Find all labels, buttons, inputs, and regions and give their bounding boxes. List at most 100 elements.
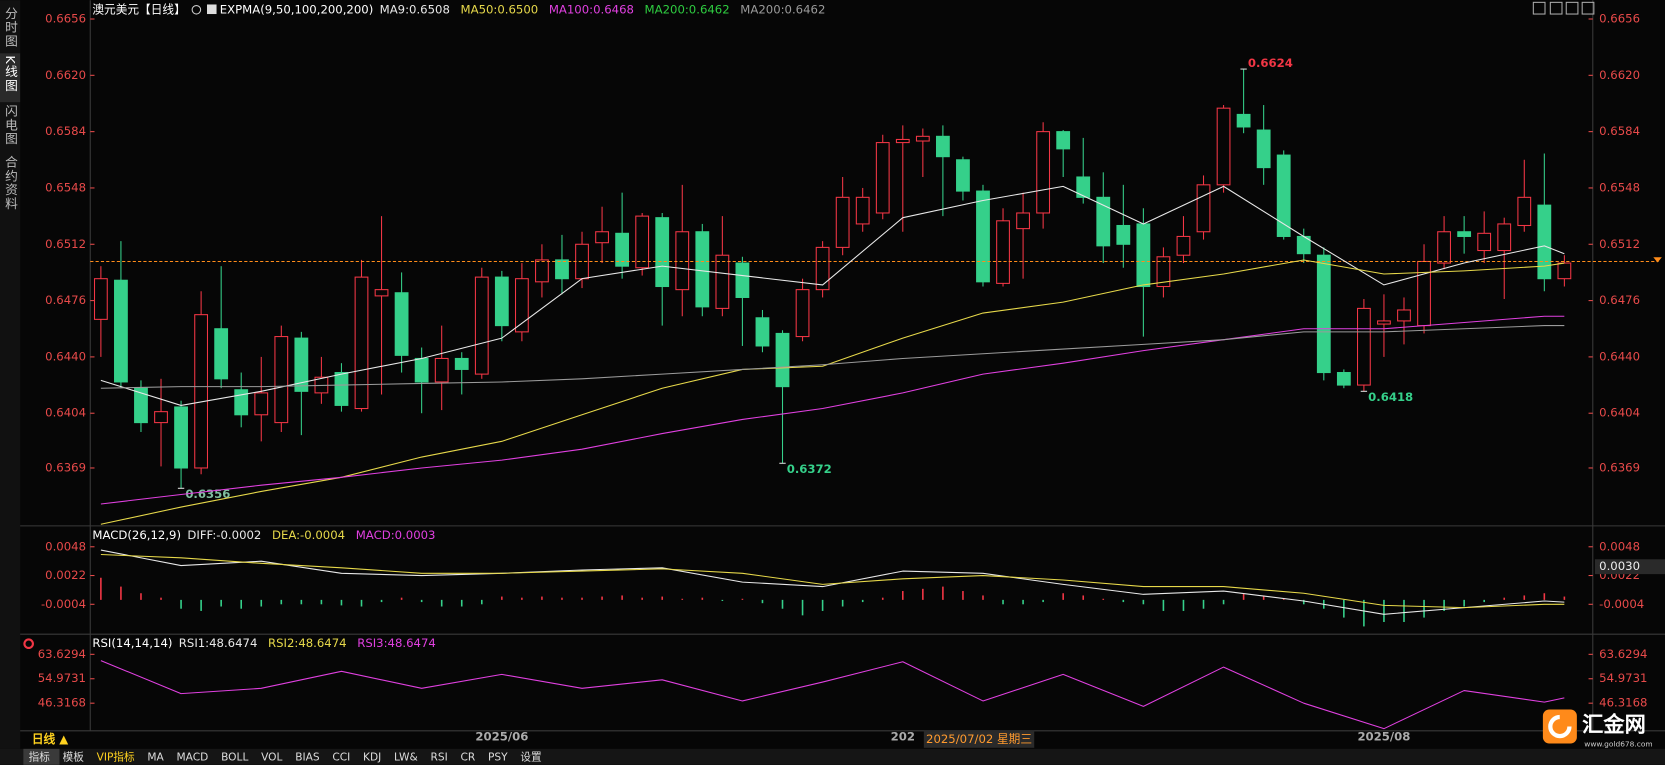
candle-body [434,357,449,383]
indicator-line [100,259,1565,525]
candle-body [294,337,309,392]
candle-body [514,278,529,333]
button[interactable] [1549,1,1563,15]
tab-contract[interactable]: 合约资料 [2,155,17,210]
y2-tick-label: 0.6584 [1599,124,1640,138]
indicator-line [100,549,1565,615]
legend-entry: MA200:0.6462 [645,2,730,16]
y-tick-label: 63.6294 [38,647,86,661]
candle-body [1497,223,1512,252]
y2-tick-label: 0.6620 [1599,68,1640,82]
candle-body [114,279,128,383]
toolbar-tab[interactable]: VOL [261,750,282,763]
toolbar [0,748,1665,765]
candle-body [234,389,249,416]
indicator-icon[interactable] [206,4,217,15]
toolbar-tab[interactable]: CCI [332,750,350,763]
button[interactable] [1565,1,1579,15]
indicator-line [100,553,1565,609]
candle-body [414,357,429,383]
tab-kline[interactable]: K线图 [2,55,17,92]
toolbar-tab[interactable]: 指标 [29,750,51,763]
indicator-line [100,315,1565,505]
toolbar-tab[interactable]: BIAS [295,750,320,763]
symbol-icon[interactable] [191,5,202,15]
toolbar-tab[interactable]: LW& [394,750,418,763]
candle-body [1377,320,1391,325]
y-tick-label: 0.0022 [45,568,86,582]
candle-body [1216,107,1231,186]
toolbar-tabs: 指标 模板 VIP指标 MA MACD BOLL VOL BIAS CCI KDJ LW& RSI CR… [29,750,542,763]
settings-icon[interactable] [23,638,34,650]
toolbar-tab[interactable]: KDJ [363,750,381,763]
y-tick-label: 0.6620 [45,68,86,82]
candle-body [214,328,229,380]
y2-tick-label: 0.0048 [1599,539,1640,553]
toolbar-tab[interactable]: 设置 [520,750,542,763]
cursor-date: 2025/07/02 星期三 [926,732,1032,746]
button[interactable] [1532,1,1546,15]
logo-url: www.gold678.com [1584,740,1652,749]
extreme-label: 0.6624 [1248,56,1293,70]
y-tick-label: 0.6369 [45,460,86,474]
candle-body [1517,196,1532,227]
y2-tick-label: 0.6548 [1599,180,1640,194]
toolbar-tab[interactable]: PSY [488,750,508,763]
period[interactable]: 日线 ▲ [32,732,68,746]
indicator-line [100,325,1565,389]
candle-body [1236,113,1251,128]
tab-timeline[interactable]: 分时图 [2,7,17,48]
candle-body [1477,232,1492,252]
candle-body [875,142,890,214]
candle-body [996,220,1010,284]
candle-body [1336,372,1351,386]
legend-entry: DIFF:-0.0002 [187,528,261,542]
toolbar-tab[interactable]: BOLL [221,750,248,763]
y2-tick-label: 46.3168 [1599,696,1647,710]
panel-title: MACD(26,12,9) [92,528,181,542]
candle-body [535,259,549,283]
candle-body [855,196,870,225]
candle-body [374,289,389,297]
y2-tick-label: 0.6512 [1599,237,1640,251]
candle-body [1457,231,1472,237]
logo-icon [1542,709,1577,744]
candle-body [1276,154,1291,237]
toolbar-tab[interactable]: CR [460,750,475,763]
toolbar-tab[interactable]: MA [147,750,164,763]
logo-name: 汇金网 [1582,711,1646,737]
candle-body [895,138,910,144]
candle-body [1176,235,1191,256]
cursor-date-box [923,730,1035,748]
candle-body [915,135,930,142]
candle-body [274,336,289,424]
indicator: EXPMA(9,50,100,200,200) [220,2,374,16]
candle-body [555,259,569,280]
indicator-line [100,185,1565,406]
sidebar [0,0,21,749]
legend-entry: MA100:0.6468 [549,2,634,16]
legend-entry: MA50:0.6500 [461,2,539,16]
candle-body [474,276,489,375]
toolbar-tab[interactable]: MACD [177,750,209,763]
y-tick-label: 0.6404 [45,406,86,420]
candle-body [1557,262,1572,280]
tab-flash[interactable]: 闪电图 [2,104,17,145]
toolbar-tab[interactable]: 模板 [63,750,85,763]
toolbar-active [23,748,60,765]
candle-body [615,232,630,267]
candle-body [655,217,670,288]
candle-body [1156,256,1171,288]
candle-body [93,278,108,320]
candle-body [454,357,469,370]
toolbar-tab[interactable]: VIP指标 [97,750,135,763]
y-tick-label: 0.6548 [45,180,86,194]
candle-body [1316,254,1331,374]
candle-body [194,314,209,469]
x-tick-label: 2025/08 [1357,730,1410,744]
button[interactable] [1581,1,1595,15]
candle-body [795,289,810,338]
toolbar-tab[interactable]: RSI [430,750,447,763]
candle-body [695,231,710,308]
